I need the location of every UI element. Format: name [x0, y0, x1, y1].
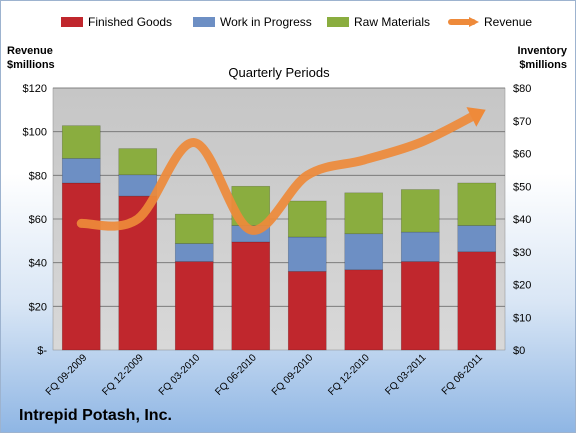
right-tick-label: $40 — [513, 214, 531, 226]
right-tick-label: $80 — [513, 83, 531, 95]
legend-raw-materials: Raw Materials — [354, 15, 430, 29]
legend-swatch-work-in-progress — [193, 17, 215, 27]
bar-work-in-progress — [61, 158, 101, 184]
left-tick-label: $80 — [29, 170, 47, 182]
left-axis-ticks: $- $20 $40 $60 $80 $100 $120 — [23, 83, 48, 357]
bar-raw-materials — [287, 200, 327, 238]
bar-finished-goods — [457, 251, 497, 351]
left-tick-label: $40 — [29, 258, 47, 270]
bar-finished-goods — [174, 261, 214, 351]
bar-raw-materials — [174, 213, 214, 244]
x-tick-label: FQ 12-2009 — [100, 352, 146, 398]
legend-swatch-finished-goods — [61, 17, 83, 27]
bar-work-in-progress — [118, 174, 158, 197]
bar-raw-materials — [118, 148, 158, 176]
right-tick-label: $0 — [513, 345, 525, 357]
bar-raw-materials — [400, 189, 440, 233]
revenue-arrowhead — [466, 107, 486, 127]
bar-work-in-progress — [457, 225, 497, 253]
left-tick-label: $- — [37, 345, 47, 357]
right-tick-label: $50 — [513, 181, 531, 193]
right-tick-label: $10 — [513, 312, 531, 324]
bar-finished-goods — [61, 182, 101, 351]
right-axis-ticks: $0 $10 $20 $30 $40 $50 $60 $70 $80 — [513, 83, 531, 357]
legend: Finished Goods Work in Progress Raw Mate… — [61, 15, 532, 29]
chart-subtitle: Quarterly Periods — [228, 65, 330, 80]
bar-work-in-progress — [400, 231, 440, 262]
left-tick-label: $60 — [29, 214, 47, 226]
left-tick-label: $20 — [29, 301, 47, 313]
left-axis-title-line2: $millions — [7, 59, 55, 71]
left-axis-title-line1: Revenue — [7, 45, 53, 57]
right-tick-label: $30 — [513, 247, 531, 259]
right-axis-title-line2: $millions — [519, 59, 567, 71]
legend-finished-goods: Finished Goods — [88, 15, 172, 29]
bar-work-in-progress — [287, 236, 327, 272]
bar-raw-materials — [344, 192, 384, 235]
right-axis-title-line1: Inventory — [517, 45, 567, 57]
x-tick-label: FQ 09-2010 — [270, 352, 316, 398]
bar-work-in-progress — [344, 233, 384, 271]
x-tick-label: FQ 06-2010 — [213, 352, 259, 398]
bar-finished-goods — [400, 261, 440, 351]
bar-finished-goods — [344, 269, 384, 351]
legend-arrow-revenue — [469, 17, 479, 27]
revenue-line — [76, 109, 482, 235]
left-tick-label: $120 — [23, 83, 47, 95]
bar-raw-materials — [457, 182, 497, 226]
x-tick-label: FQ 03-2011 — [383, 352, 428, 397]
legend-swatch-raw-materials — [327, 17, 349, 27]
right-tick-label: $60 — [513, 149, 531, 161]
x-tick-label: FQ 12-2010 — [326, 352, 372, 398]
bar-finished-goods — [287, 271, 327, 351]
right-tick-label: $70 — [513, 116, 531, 128]
bar-work-in-progress — [174, 243, 214, 262]
x-axis-ticks: FQ 09-2009 FQ 12-2009 FQ 03-2010 FQ 06-2010… — [44, 352, 485, 398]
bar-finished-goods — [231, 241, 271, 351]
legend-revenue: Revenue — [484, 15, 532, 29]
revenue-line-group — [76, 107, 486, 235]
left-tick-label: $100 — [23, 127, 47, 139]
x-tick-label: FQ 06-2011 — [440, 352, 485, 397]
bar-raw-materials — [61, 125, 101, 159]
x-tick-label: FQ 03-2010 — [157, 352, 203, 398]
x-tick-label: FQ 09-2009 — [44, 352, 90, 398]
legend-work-in-progress: Work in Progress — [220, 15, 312, 29]
right-tick-label: $20 — [513, 280, 531, 292]
company-name: Intrepid Potash, Inc. — [19, 407, 172, 424]
